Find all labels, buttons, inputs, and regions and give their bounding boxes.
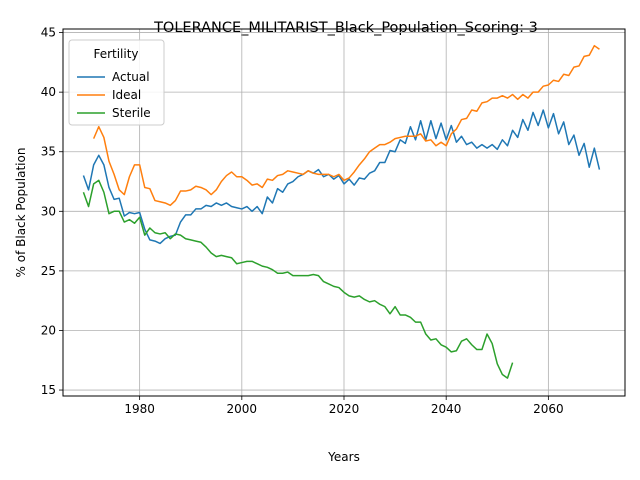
grid <box>63 29 625 396</box>
series-line-ideal <box>92 44 600 207</box>
series-layer <box>82 44 601 379</box>
x-axis-ticks: 1980 2000 2020 2040 2060 <box>124 396 564 416</box>
x-tick-label: 2060 <box>533 402 564 416</box>
x-axis-label: Years <box>327 450 360 464</box>
y-tick-label: 30 <box>41 204 56 218</box>
x-tick-label: 2040 <box>431 402 462 416</box>
y-tick-label: 20 <box>41 323 56 337</box>
y-tick-label: 40 <box>41 85 56 99</box>
chart-title: TOLERANCE_MILITARIST_Black_Population_Sc… <box>153 20 538 36</box>
y-axis-label: % of Black Population <box>14 148 28 278</box>
series-line-sterile <box>82 179 514 379</box>
legend-label-ideal: Ideal <box>112 88 141 102</box>
y-tick-label: 45 <box>41 26 56 40</box>
legend-label-actual: Actual <box>112 70 150 84</box>
y-axis-ticks: 15 20 25 30 35 40 45 <box>41 26 63 397</box>
legend-label-sterile: Sterile <box>112 106 151 120</box>
legend: Fertility Actual Ideal Sterile <box>68 39 165 126</box>
y-tick-label: 25 <box>41 264 56 278</box>
legend-title: Fertility <box>93 47 138 61</box>
legend-box <box>68 39 165 126</box>
x-tick-label: 2020 <box>329 402 360 416</box>
y-tick-label: 15 <box>41 383 56 397</box>
y-tick-label: 35 <box>41 145 56 159</box>
x-tick-label: 2000 <box>227 402 258 416</box>
x-tick-label: 1980 <box>124 402 155 416</box>
